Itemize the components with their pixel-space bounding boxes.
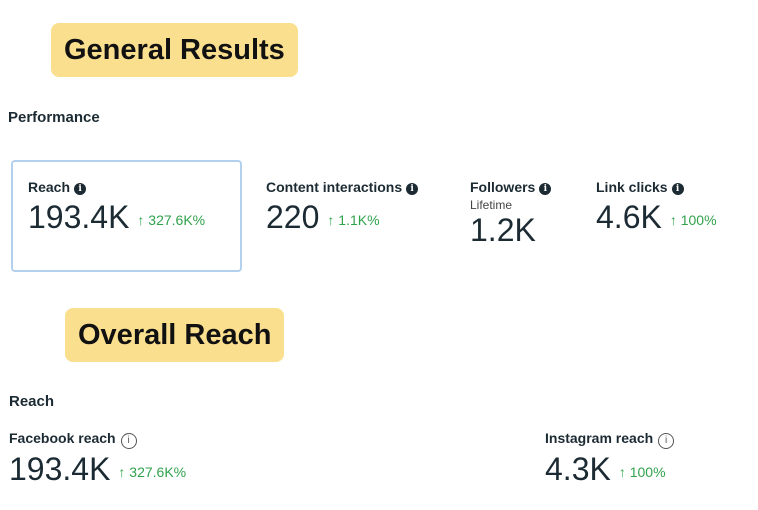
metric-change: ↑ 327.6K% [137, 211, 206, 228]
metric-link-clicks[interactable]: Link clicks i 4.6K ↑ 100% [596, 179, 717, 236]
metric-label: Link clicks [596, 179, 668, 195]
metric-label: Followers [470, 179, 536, 195]
metric-change: ↑ 100% [618, 463, 666, 480]
metric-value: 193.4K [28, 199, 130, 235]
info-icon[interactable]: i [74, 183, 87, 195]
metric-change: ↑ 327.6K% [118, 463, 187, 480]
performance-heading: Performance [8, 109, 100, 126]
reach-card-selected[interactable] [11, 160, 242, 272]
general-results-banner: General Results [51, 23, 298, 77]
metric-value: 4.6K [596, 199, 662, 235]
overall-reach-banner: Overall Reach [65, 308, 285, 362]
metric-change: ↑ 1.1K% [327, 211, 380, 228]
reach-heading: Reach [9, 393, 55, 410]
info-icon[interactable]: i [671, 183, 684, 195]
metric-followers[interactable]: Followers i Lifetime 1.2K [470, 179, 552, 249]
metric-sublabel: Lifetime [470, 198, 513, 212]
info-icon[interactable]: i [539, 183, 552, 195]
info-icon[interactable]: i [406, 183, 419, 195]
metric-facebook-reach[interactable]: Facebook reach i 193.4K ↑ 327.6K% [9, 430, 186, 488]
metric-value: 1.2K [470, 212, 536, 248]
metric-label: Facebook reach [9, 430, 116, 446]
metric-label: Reach [28, 179, 71, 195]
metric-label: Instagram reach [545, 430, 654, 446]
metric-content-interactions[interactable]: Content interactions i 220 ↑ 1.1K% [266, 179, 419, 236]
metric-value: 193.4K [9, 451, 111, 487]
metric-value: 220 [266, 199, 320, 235]
metric-label: Content interactions [266, 179, 403, 195]
info-outline-icon[interactable]: i [120, 433, 137, 449]
metric-change: ↑ 100% [669, 211, 717, 228]
metric-instagram-reach[interactable]: Instagram reach i 4.3K ↑ 100% [545, 430, 675, 488]
info-outline-icon[interactable]: i [658, 433, 675, 449]
metric-value: 4.3K [545, 451, 611, 487]
metric-reach[interactable]: Reach i 193.4K ↑ 327.6K% [28, 179, 205, 236]
